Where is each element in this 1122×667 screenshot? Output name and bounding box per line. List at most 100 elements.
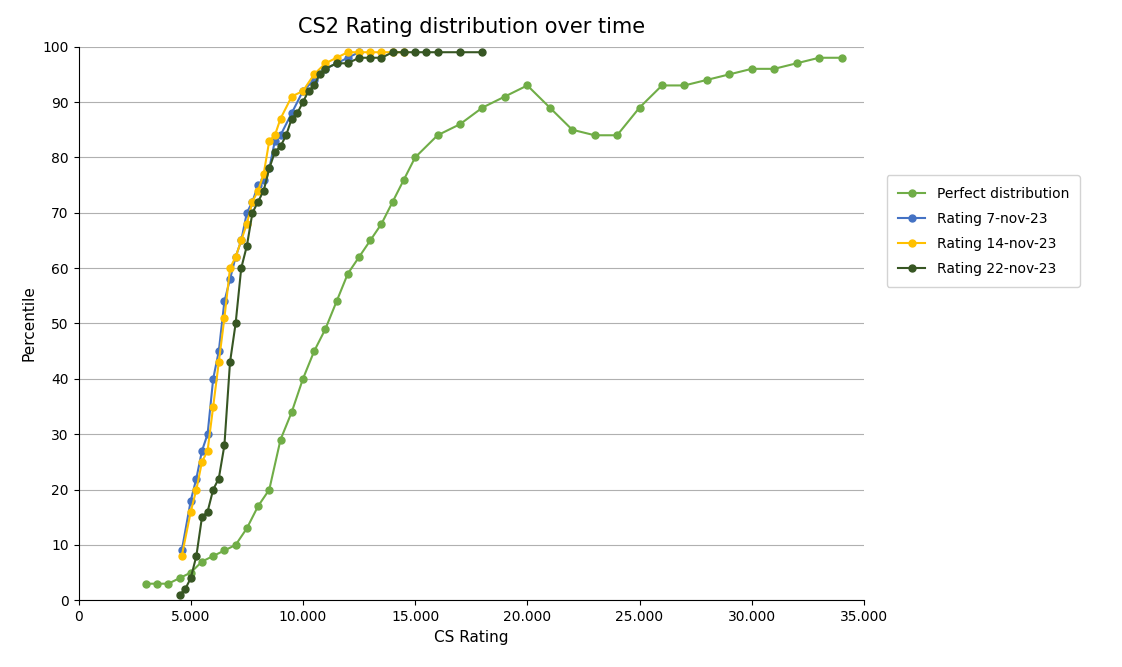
Rating 22-nov-23 — [246, 209, 259, 217]
Rating 7-nov-23 — [251, 181, 265, 189]
Rating 14-nov-23 — [212, 358, 226, 366]
Rating 22-nov-23 — [218, 442, 231, 450]
Rating 7-nov-23 — [268, 137, 282, 145]
Rating 22-nov-23 — [431, 48, 444, 56]
Perfect distribution — [139, 580, 153, 588]
Rating 14-nov-23 — [268, 131, 282, 139]
Rating 22-nov-23 — [184, 574, 197, 582]
Perfect distribution — [319, 325, 332, 333]
Perfect distribution — [195, 558, 209, 566]
Rating 7-nov-23 — [201, 430, 214, 438]
Rating 22-nov-23 — [251, 197, 265, 205]
Perfect distribution — [285, 408, 298, 416]
Perfect distribution — [790, 59, 803, 67]
Rating 14-nov-23 — [285, 93, 298, 101]
Perfect distribution — [565, 125, 579, 133]
Rating 7-nov-23 — [330, 59, 343, 67]
Rating 7-nov-23 — [257, 175, 270, 183]
Rating 22-nov-23 — [201, 508, 214, 516]
Perfect distribution — [375, 220, 388, 228]
Rating 22-nov-23 — [307, 81, 321, 89]
Rating 14-nov-23 — [296, 87, 310, 95]
Rating 22-nov-23 — [375, 54, 388, 62]
Rating 7-nov-23 — [175, 546, 188, 554]
Perfect distribution — [678, 81, 691, 89]
Rating 22-nov-23 — [268, 148, 282, 156]
Perfect distribution — [251, 502, 265, 510]
Rating 14-nov-23 — [341, 48, 355, 56]
Rating 22-nov-23 — [274, 142, 287, 150]
Rating 22-nov-23 — [173, 591, 186, 599]
Rating 14-nov-23 — [184, 508, 197, 516]
Perfect distribution — [352, 253, 366, 261]
Rating 22-nov-23 — [178, 585, 192, 593]
Rating 14-nov-23 — [190, 486, 203, 494]
Rating 22-nov-23 — [476, 48, 489, 56]
Rating 22-nov-23 — [206, 486, 220, 494]
Rating 22-nov-23 — [386, 48, 399, 56]
Rating 7-nov-23 — [229, 253, 242, 261]
Rating 22-nov-23 — [279, 131, 293, 139]
Perfect distribution — [745, 65, 758, 73]
Rating 14-nov-23 — [364, 48, 377, 56]
Rating 14-nov-23 — [201, 447, 214, 455]
Perfect distribution — [330, 297, 343, 305]
Rating 7-nov-23 — [274, 131, 287, 139]
Rating 22-nov-23 — [364, 54, 377, 62]
Perfect distribution — [588, 131, 601, 139]
Rating 22-nov-23 — [190, 552, 203, 560]
Rating 14-nov-23 — [240, 220, 254, 228]
Perfect distribution — [341, 269, 355, 277]
Rating 22-nov-23 — [302, 87, 315, 95]
Rating 22-nov-23 — [352, 54, 366, 62]
Rating 14-nov-23 — [397, 48, 411, 56]
Rating 14-nov-23 — [175, 552, 188, 560]
Rating 22-nov-23 — [195, 514, 209, 522]
Perfect distribution — [498, 93, 512, 101]
Rating 7-nov-23 — [307, 76, 321, 84]
Rating 22-nov-23 — [257, 187, 270, 195]
Rating 7-nov-23 — [190, 474, 203, 482]
Rating 14-nov-23 — [257, 170, 270, 178]
Perfect distribution — [296, 375, 310, 383]
Perfect distribution — [767, 65, 781, 73]
Rating 14-nov-23 — [218, 314, 231, 322]
Rating 7-nov-23 — [195, 447, 209, 455]
Rating 14-nov-23 — [330, 54, 343, 62]
Rating 7-nov-23 — [296, 87, 310, 95]
Perfect distribution — [364, 236, 377, 244]
Line: Perfect distribution: Perfect distribution — [142, 54, 845, 587]
Rating 7-nov-23 — [341, 54, 355, 62]
Rating 7-nov-23 — [263, 165, 276, 173]
Rating 7-nov-23 — [206, 375, 220, 383]
Legend: Perfect distribution, Rating 7-nov-23, Rating 14-nov-23, Rating 22-nov-23: Perfect distribution, Rating 7-nov-23, R… — [886, 175, 1080, 287]
Rating 7-nov-23 — [246, 197, 259, 205]
Title: CS2 Rating distribution over time: CS2 Rating distribution over time — [297, 17, 645, 37]
Rating 22-nov-23 — [212, 474, 226, 482]
Perfect distribution — [633, 103, 646, 111]
Rating 14-nov-23 — [274, 115, 287, 123]
Rating 7-nov-23 — [319, 65, 332, 73]
Rating 14-nov-23 — [263, 137, 276, 145]
Rating 22-nov-23 — [341, 59, 355, 67]
Line: Rating 14-nov-23: Rating 14-nov-23 — [178, 49, 407, 560]
Perfect distribution — [263, 486, 276, 494]
Rating 14-nov-23 — [206, 402, 220, 410]
Perfect distribution — [476, 103, 489, 111]
Perfect distribution — [150, 580, 164, 588]
Rating 14-nov-23 — [229, 253, 242, 261]
Rating 14-nov-23 — [375, 48, 388, 56]
Rating 14-nov-23 — [223, 264, 237, 272]
Rating 7-nov-23 — [184, 497, 197, 505]
Perfect distribution — [307, 347, 321, 355]
Rating 22-nov-23 — [296, 98, 310, 106]
Rating 14-nov-23 — [246, 197, 259, 205]
Perfect distribution — [218, 546, 231, 554]
Perfect distribution — [835, 54, 848, 62]
Rating 22-nov-23 — [313, 71, 327, 79]
Rating 22-nov-23 — [240, 242, 254, 250]
Rating 14-nov-23 — [319, 59, 332, 67]
Rating 14-nov-23 — [352, 48, 366, 56]
Perfect distribution — [162, 580, 175, 588]
Rating 14-nov-23 — [251, 187, 265, 195]
